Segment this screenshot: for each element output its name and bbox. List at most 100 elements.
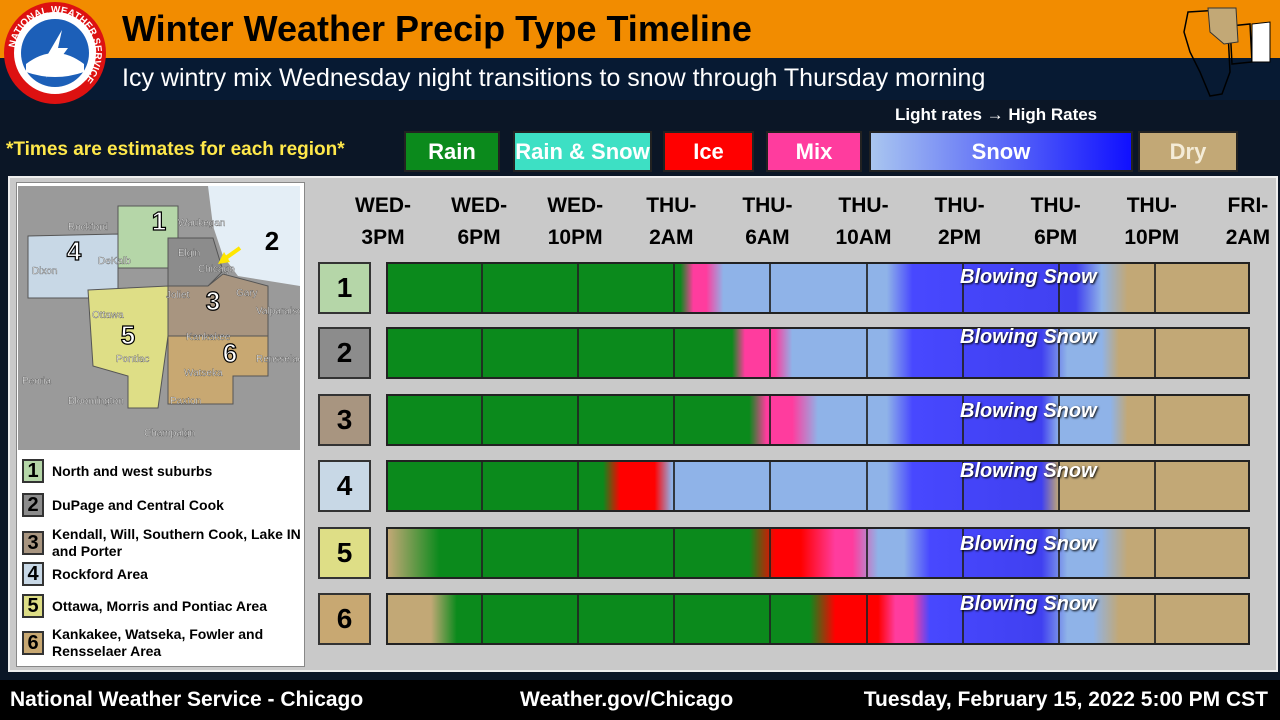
time-hour: 6PM [457,226,501,249]
time-divider [673,462,676,510]
map-label: Bloomington [68,396,124,407]
key-label: Kendall, Will, Southern Cook, Lake IN an… [52,526,301,559]
time-divider [961,396,964,444]
time-hour: 6PM [1034,226,1078,249]
key-number: 6 [22,631,44,655]
time-divider [769,396,772,444]
time-divider [1153,529,1156,577]
region-6 [167,335,269,405]
time-divider [769,529,772,577]
time-divider [481,329,484,377]
time-hour: 10PM [1124,226,1180,249]
time-divider [1057,595,1060,643]
time-divider [961,595,964,643]
map-label: Waukegan [178,218,225,229]
footer-right: Tuesday, February 15, 2022 5:00 PM CST [863,688,1268,711]
map-label: Watseka [184,368,223,379]
map-label: Valparaiso [256,306,300,317]
legend-item: Rain & Snow [513,131,652,172]
time-hour: 6AM [745,226,790,249]
key-number: 5 [22,594,44,618]
legend-item: Snow [869,131,1133,172]
time-divider [769,329,772,377]
time-divider [673,529,676,577]
map-number: 5 [121,320,135,350]
arrow-head [218,252,230,264]
title: Winter Weather Precip Type Timeline [122,8,752,49]
map-label: Chicago [198,264,235,275]
time-divider [481,529,484,577]
map-number: 3 [206,286,220,316]
logo-band [4,2,106,104]
map-numbers: 1 2 3 4 5 6 [66,205,279,368]
time-hour: 2AM [1225,226,1271,249]
time-divider [1057,264,1060,312]
time-label: THU- 10AM [819,190,909,254]
key-label: Rockford Area [52,565,148,582]
time-divider [769,462,772,510]
time-day: WED- [547,194,604,217]
time-divider [865,264,868,312]
footer-center: Weather.gov/Chicago [520,688,734,711]
time-divider [961,462,964,510]
time-divider [673,595,676,643]
region-2 [167,237,224,287]
time-divider [577,529,580,577]
legend-item: Dry [1138,131,1238,172]
rates-note: Light rates → High Rates [895,105,1098,124]
annotation: Blowing Snow [960,593,1097,615]
legend-item: Rain [404,131,500,172]
time-divider [1153,396,1156,444]
key-label: Kankakee, Watseka, Fowler and Rensselaer… [52,626,264,659]
subtitle: Icy wintry mix Wednesday night transitio… [122,64,986,92]
footer-bar [0,680,1280,720]
time-label: THU- 2PM [915,190,1005,254]
time-hour: 2AM [649,226,694,249]
time-label: THU- 6AM [722,190,812,254]
time-divider [577,595,580,643]
map-label: Elgin [178,248,200,259]
time-divider [865,462,868,510]
time-divider [1057,396,1060,444]
key-label: Ottawa, Morris and Pontiac Area [52,597,267,614]
time-divider [481,462,484,510]
region-number: 3 [318,394,371,446]
map-label: DeKalb [98,256,131,267]
annotation: Blowing Snow [960,460,1097,482]
key-item: 1 North and west suburbs [22,457,302,485]
map-number: 6 [223,338,237,368]
time-label: WED- 6PM [434,190,524,254]
time-divider [865,595,868,643]
time-divider [673,329,676,377]
map-label: Peoria [22,376,51,387]
ohio-outline [1251,21,1271,63]
time-divider [1153,329,1156,377]
region-number: 4 [318,460,371,512]
time-divider [481,264,484,312]
map-label: Rensselaer [256,354,300,365]
region-5 [87,285,169,409]
time-label: WED- 10PM [530,190,620,254]
legend-item: Mix [766,131,862,172]
time-day: THU- [742,194,793,217]
cwa-area [1207,7,1239,45]
region-number: 2 [318,327,371,379]
timeline-bar [386,593,1250,645]
region-number: 5 [318,527,371,579]
time-hour: 3PM [361,226,405,249]
time-hour: 10PM [547,226,603,249]
time-divider [673,396,676,444]
time-label: WED- 3PM [338,190,428,254]
title-bar [0,0,1280,58]
time-divider [865,396,868,444]
timeline-bar [386,394,1250,446]
key-item: 2 DuPage and Central Cook [22,491,302,519]
time-divider [769,595,772,643]
time-day: THU- [1030,194,1081,217]
time-divider [961,264,964,312]
time-divider [961,529,964,577]
logo-bolt [46,30,68,78]
annotation: Blowing Snow [960,400,1097,422]
time-divider [577,264,580,312]
